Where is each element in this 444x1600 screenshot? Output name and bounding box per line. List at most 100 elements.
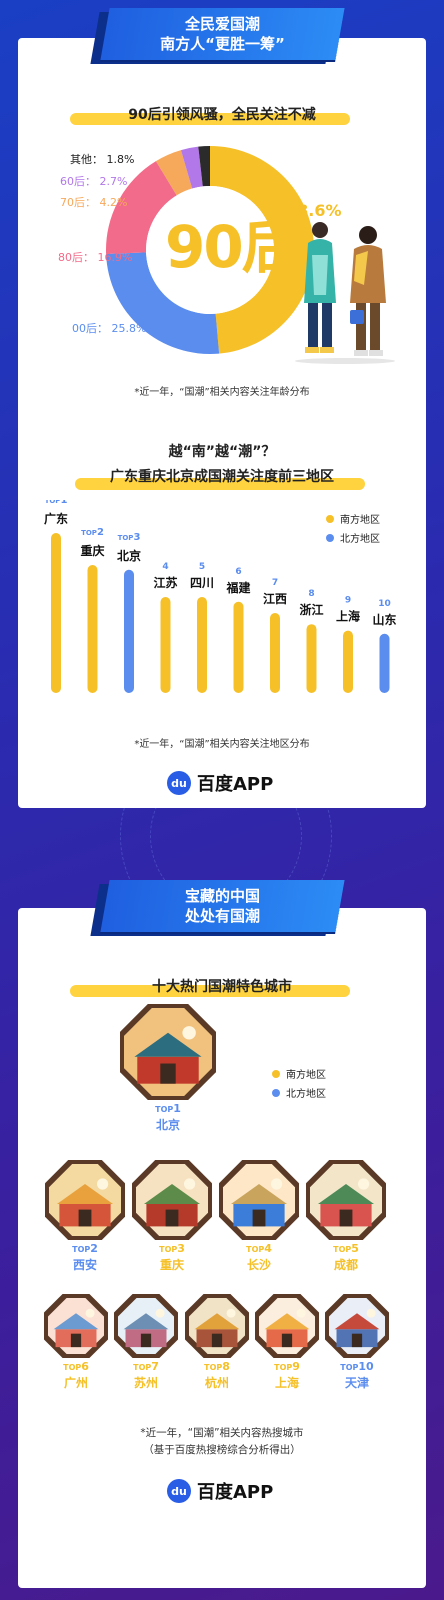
- legend-north: 北方地区: [326, 530, 380, 545]
- city-name: 广州: [63, 1376, 88, 1390]
- city-rank-number: 9: [292, 1360, 300, 1373]
- legend-dot-south: [272, 1069, 280, 1078]
- legend-label: 北方地区: [286, 1089, 326, 1100]
- ribbon-line1: 全民爱国潮: [184, 15, 260, 33]
- legend-dot-north: [272, 1088, 280, 1097]
- bar-category-label: 江西: [263, 591, 287, 606]
- city-rank-label: TOP8: [172, 1360, 262, 1373]
- donut-slice-label: 80后： 16.9%: [58, 251, 132, 264]
- bar-8: [343, 630, 353, 693]
- city-name: 长沙: [246, 1258, 271, 1272]
- bar-2: [124, 569, 134, 693]
- cities-note-line2: （基于百度热搜榜综合分析得出）: [143, 1444, 301, 1456]
- baidu-logo: du 百度APP: [167, 770, 273, 796]
- city-rank-label: TOP1: [123, 1102, 213, 1115]
- bar-rank-number: 2: [97, 527, 104, 538]
- city-rank-number: 10: [358, 1360, 374, 1373]
- city-name: 天津: [344, 1376, 369, 1390]
- city-rank-number: 7: [151, 1360, 159, 1373]
- city-name: 北京: [155, 1118, 180, 1132]
- bar-rank-label: 7: [272, 578, 278, 588]
- bar-rank-label: 10: [378, 599, 391, 609]
- bar-category-label: 江苏: [153, 575, 177, 590]
- city-rank-number: 2: [90, 1242, 98, 1255]
- bar-0: [51, 533, 61, 693]
- title-highlight: [70, 113, 350, 125]
- donut-slice-label: 60后： 2.7%: [60, 175, 127, 188]
- baidu-paw-icon: du: [167, 1479, 191, 1503]
- bar-category-label: 山东: [372, 612, 396, 627]
- bar-rank-number: 1: [60, 500, 67, 506]
- title-highlight: [70, 985, 350, 997]
- bar-category-label: 上海: [336, 609, 360, 624]
- bar-1: [87, 565, 98, 693]
- city-rank-prefix: TOP: [63, 1363, 82, 1372]
- city-badge-苏州: [114, 1294, 178, 1358]
- city-rank-prefix: TOP: [340, 1363, 359, 1372]
- bar-rank-label: 9: [345, 596, 351, 606]
- city-rank-label: TOP4: [214, 1242, 304, 1255]
- donut-slice-label: 其他： 1.8%: [70, 153, 134, 166]
- donut-center-label: 90后: [165, 213, 300, 281]
- cities-card: [18, 908, 426, 1588]
- cities-note-line1: *近一年，“国潮”相关内容热搜城市: [140, 1427, 304, 1439]
- cities-title: 十大热门国潮特色城市: [152, 979, 292, 995]
- donut-hole: [146, 186, 274, 314]
- city-rank-label: TOP6: [31, 1360, 121, 1373]
- legend-label: 北方地区: [340, 534, 380, 545]
- ribbon-line2: 处处有国潮: [184, 907, 260, 925]
- legend-north: 北方地区: [272, 1085, 326, 1100]
- city-rank-prefix: TOP: [246, 1245, 265, 1254]
- city-name: 苏州: [133, 1376, 158, 1390]
- bar-4: [197, 597, 207, 693]
- city-name: 重庆: [159, 1258, 184, 1272]
- bar-title-line1: 越“南”越“潮”？: [168, 444, 276, 460]
- donut-slice-5: [198, 146, 210, 187]
- baidu-logo-text: 百度APP: [197, 774, 274, 795]
- bar-rank-label: 5: [199, 562, 205, 572]
- city-name: 西安: [72, 1258, 97, 1272]
- donut-chart: 48.6% 00后： 25.8% 80后： 16.9% 70后： 4.2% 60后： 2…: [58, 146, 342, 354]
- ribbon-line2: 南方人“更胜一筹”: [160, 35, 285, 53]
- bar-5: [233, 601, 244, 693]
- city-name: 成都: [333, 1258, 358, 1272]
- bar-9: [379, 633, 390, 693]
- city-rank-number: 3: [177, 1242, 185, 1255]
- city-badge-广州: [44, 1294, 108, 1358]
- bar-rank-label: TOP2: [81, 527, 104, 538]
- bar-rank-label: TOP1: [45, 500, 68, 506]
- donut-slice-3: [155, 150, 193, 196]
- city-rank-prefix: TOP: [72, 1245, 91, 1254]
- baidu-logo: du 百度APP: [167, 1478, 273, 1504]
- city-rank-prefix: TOP: [155, 1105, 174, 1114]
- city-badge-上海: [255, 1294, 319, 1358]
- legend-south: 南方地区: [272, 1066, 326, 1081]
- city-name: 杭州: [204, 1376, 229, 1390]
- city-rank-number: 6: [81, 1360, 89, 1373]
- bar-rank-label: 4: [162, 562, 168, 572]
- bar-category-label: 北京: [117, 548, 141, 563]
- bar-rank-label: 6: [235, 567, 241, 577]
- city-rank-prefix: TOP: [133, 1363, 152, 1372]
- bar-note: *近一年，“国潮”相关内容关注地区分布: [134, 739, 310, 750]
- city-rank-number: 5: [351, 1242, 359, 1255]
- donut-slice-4: [180, 146, 203, 189]
- city-rank-label: TOP9: [242, 1360, 332, 1373]
- ribbon-line1: 宝藏的中国: [184, 887, 260, 905]
- city-rank-label: TOP2: [40, 1242, 130, 1255]
- city-rank-label: TOP10: [312, 1360, 402, 1373]
- city-rank-prefix: TOP: [274, 1363, 293, 1372]
- bar-category-label: 四川: [190, 576, 214, 590]
- legend-dot-north: [326, 533, 334, 542]
- bar-rank-label: 8: [308, 589, 314, 599]
- bar-rank-number: 3: [133, 532, 140, 543]
- bar-rank-label: TOP3: [118, 532, 141, 543]
- city-rank-label: TOP5: [301, 1242, 391, 1255]
- legend-label: 南方地区: [340, 515, 380, 526]
- bar-6: [270, 613, 280, 693]
- title-highlight: [75, 478, 365, 490]
- city-badge-长沙: [219, 1160, 299, 1240]
- bar-category-label: 浙江: [299, 602, 323, 617]
- city-badge-北京: [120, 1004, 216, 1100]
- donut-slice-label: 70后： 4.2%: [60, 196, 127, 209]
